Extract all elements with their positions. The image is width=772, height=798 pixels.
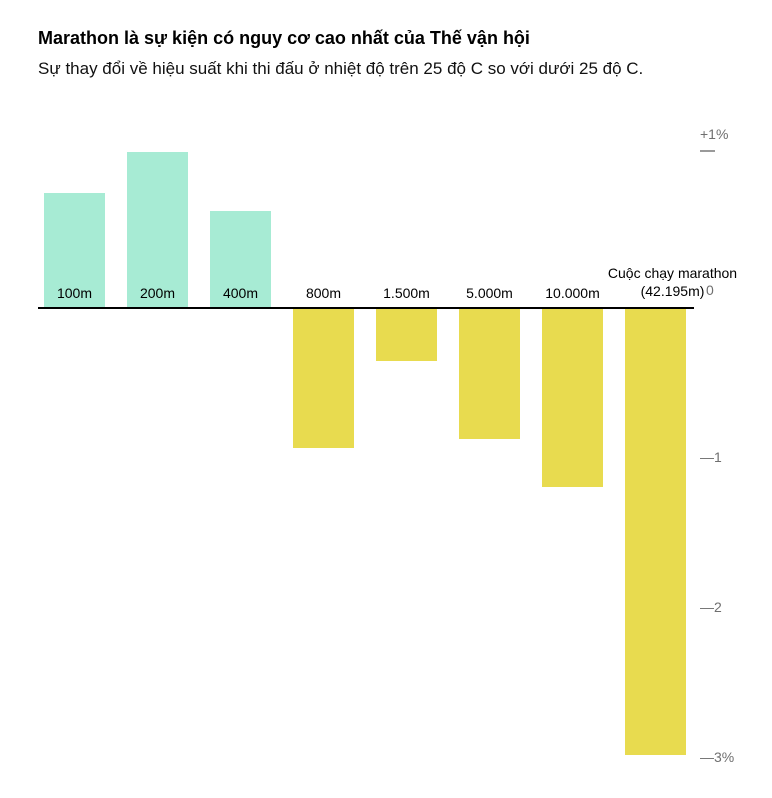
zero-axis-line bbox=[38, 307, 694, 309]
category-label-5-000m: 5.000m bbox=[466, 285, 513, 301]
y-axis-tick-label: +1% bbox=[700, 126, 729, 142]
category-label-800m: 800m bbox=[305, 285, 342, 301]
bar-1-500m bbox=[376, 308, 437, 361]
bar-5-000m bbox=[459, 308, 520, 439]
category-label-100m: 100m bbox=[56, 285, 93, 301]
bar-cuoc-chay-marathon-42-195m bbox=[625, 308, 686, 755]
bar-800m bbox=[293, 308, 354, 448]
y-axis-tick-label: —2 bbox=[700, 599, 722, 615]
category-label-line2: (42.195m) bbox=[640, 283, 705, 299]
y-axis-tick-label: —1 bbox=[700, 449, 722, 465]
bar-10-000m bbox=[542, 308, 603, 487]
category-label-10-000m: 10.000m bbox=[545, 285, 600, 301]
category-label-1-500m: 1.500m bbox=[383, 285, 430, 301]
category-label-line1: Cuộc chạy marathon bbox=[607, 265, 738, 281]
bar-100m bbox=[44, 192, 105, 308]
y-axis-tick-label: —3% bbox=[700, 749, 735, 765]
category-label-400m: 400m bbox=[222, 285, 259, 301]
y-axis-tick-mark bbox=[700, 150, 715, 152]
bar-200m bbox=[127, 152, 188, 308]
bar-400m bbox=[210, 210, 271, 308]
category-label-cuoc-chay-marathon-42-195m: Cuộc chạy marathon (42.195m) bbox=[583, 264, 763, 300]
chart-title: Marathon là sự kiện có nguy cơ cao nhất … bbox=[38, 28, 530, 48]
category-label-200m: 200m bbox=[139, 285, 176, 301]
y-axis-tick-label: 0 bbox=[706, 282, 714, 298]
chart-subtitle: Sự thay đổi về hiệu suất khi thi đấu ở n… bbox=[38, 59, 644, 78]
